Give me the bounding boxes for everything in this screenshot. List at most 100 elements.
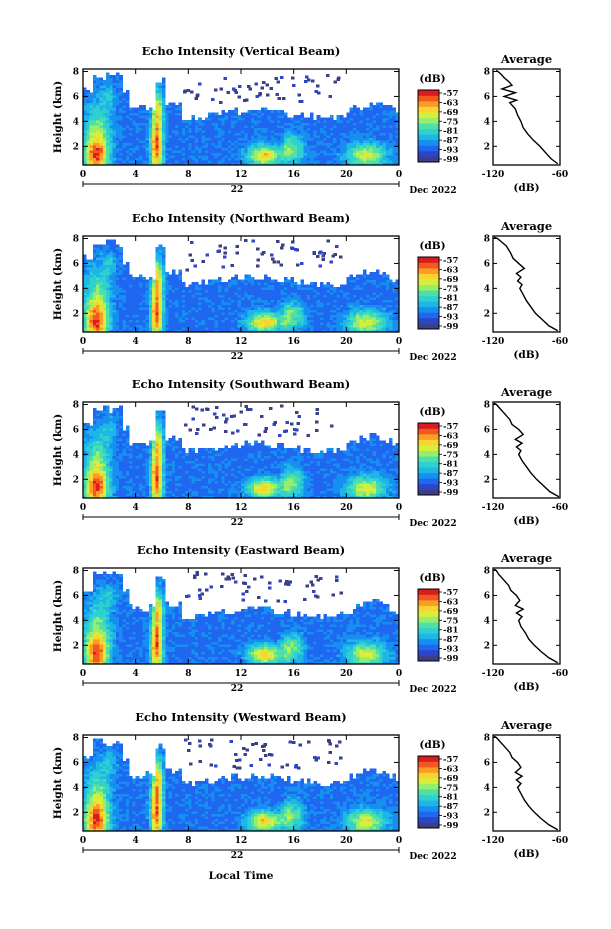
heatmap-cell bbox=[106, 294, 110, 298]
colorbar-label: (dB) bbox=[419, 73, 445, 85]
heatmap-cell bbox=[102, 85, 107, 88]
heatmap-cell bbox=[313, 157, 318, 161]
heatmap-cell bbox=[152, 127, 156, 131]
heatmap-cell bbox=[333, 329, 337, 333]
heatmap-cell bbox=[224, 135, 229, 138]
heatmap-cell bbox=[313, 284, 318, 288]
heatmap-cell bbox=[204, 304, 209, 308]
heatmap-cell bbox=[119, 105, 123, 108]
heatmap-cell bbox=[346, 297, 350, 300]
date-day-label: 22 bbox=[231, 185, 244, 195]
heatmap-cell bbox=[389, 130, 393, 133]
heatmap-cell bbox=[135, 150, 140, 153]
heatmap-cell bbox=[296, 317, 301, 320]
heatmap-cell bbox=[303, 307, 308, 310]
heatmap-cell bbox=[299, 100, 304, 104]
heatmap-cell bbox=[171, 322, 176, 325]
heatmap-cell bbox=[379, 162, 383, 166]
heatmap-cell bbox=[142, 125, 146, 128]
heatmap-cell bbox=[369, 150, 373, 153]
heatmap-cell bbox=[155, 160, 160, 163]
heatmap-cell bbox=[194, 142, 199, 146]
heatmap-cell bbox=[369, 277, 373, 280]
heatmap-cell bbox=[201, 319, 206, 323]
heatmap-cell bbox=[234, 120, 239, 123]
heatmap-cell bbox=[112, 75, 117, 79]
heatmap-cell bbox=[382, 160, 387, 163]
heatmap-cell bbox=[395, 319, 400, 323]
heatmap-cell bbox=[158, 324, 163, 328]
heatmap-cell bbox=[204, 160, 209, 163]
heatmap-cell bbox=[313, 150, 318, 153]
heatmap-cell bbox=[290, 297, 294, 300]
x-tick-label: 0 bbox=[396, 170, 402, 180]
heatmap-cell bbox=[313, 155, 318, 158]
heatmap-cell bbox=[320, 329, 324, 333]
heatmap-cell bbox=[389, 105, 393, 108]
heatmap-cell bbox=[112, 247, 117, 251]
heatmap-cell bbox=[194, 150, 199, 153]
heatmap-cell bbox=[352, 152, 357, 156]
heatmap-cell bbox=[152, 314, 156, 318]
heatmap-cell bbox=[96, 410, 100, 414]
heatmap-cell bbox=[372, 274, 377, 278]
heatmap-cell bbox=[158, 132, 163, 136]
heatmap-cell bbox=[310, 122, 314, 126]
heatmap-cell bbox=[395, 162, 400, 166]
heatmap-cell bbox=[392, 162, 397, 166]
heatmap-cell bbox=[346, 314, 350, 318]
heatmap-cell bbox=[135, 147, 140, 151]
heatmap-cell bbox=[178, 284, 183, 288]
heatmap-cell bbox=[204, 150, 209, 153]
heatmap-cell bbox=[181, 314, 186, 318]
heatmap-cell bbox=[217, 140, 222, 143]
heatmap-cell bbox=[343, 122, 347, 126]
heatmap-cell bbox=[178, 314, 183, 318]
heatmap-cell bbox=[99, 319, 104, 323]
heatmap-cell bbox=[205, 253, 210, 257]
heatmap-cell bbox=[224, 297, 229, 300]
heatmap-cell bbox=[379, 137, 383, 141]
heatmap-cell bbox=[129, 152, 133, 156]
heatmap-cell bbox=[346, 284, 350, 288]
heatmap-cell bbox=[392, 322, 397, 325]
heatmap-cell bbox=[260, 252, 264, 256]
heatmap-cell bbox=[234, 277, 239, 280]
heatmap-cell bbox=[333, 162, 337, 166]
heatmap-cell bbox=[201, 150, 206, 153]
heatmap-cell bbox=[227, 145, 232, 148]
heatmap-cell bbox=[346, 279, 350, 283]
heatmap-cell bbox=[92, 269, 97, 273]
heatmap-cell bbox=[372, 120, 377, 123]
heatmap-cell bbox=[198, 302, 202, 305]
heatmap-cell bbox=[115, 137, 120, 141]
heatmap-cell bbox=[92, 90, 97, 93]
heatmap-cell bbox=[178, 307, 183, 310]
heatmap-cell bbox=[247, 282, 252, 285]
heatmap-cell bbox=[273, 140, 278, 143]
heatmap-cell bbox=[326, 135, 331, 138]
heatmap-cell bbox=[280, 120, 285, 123]
heatmap-cell bbox=[320, 319, 324, 323]
heatmap-cell bbox=[201, 307, 206, 310]
heatmap-cell bbox=[313, 282, 318, 285]
heatmap-cell bbox=[99, 277, 104, 280]
heatmap-cell bbox=[92, 257, 97, 260]
heatmap-cell bbox=[162, 102, 166, 106]
heatmap-cell bbox=[106, 277, 110, 280]
heatmap-cell bbox=[217, 319, 222, 323]
heatmap-cell bbox=[264, 132, 268, 136]
heatmap-cell bbox=[122, 135, 127, 138]
heatmap-cell bbox=[129, 319, 133, 323]
heatmap-cell bbox=[99, 269, 104, 273]
heatmap-cell bbox=[145, 140, 150, 143]
heatmap-cell bbox=[135, 279, 140, 283]
heatmap-cell bbox=[89, 329, 94, 333]
heatmap-cell bbox=[349, 324, 354, 328]
heatmap-cell bbox=[231, 322, 235, 325]
heatmap-cell bbox=[339, 155, 344, 158]
heatmap-cell bbox=[102, 135, 107, 138]
heatmap-cell bbox=[194, 304, 199, 308]
